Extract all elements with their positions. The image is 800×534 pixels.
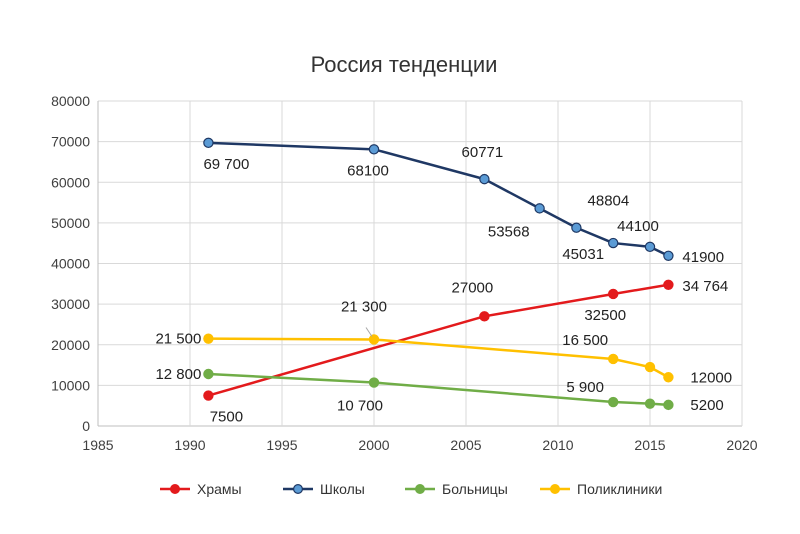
data-point <box>368 377 380 388</box>
legend-item: Храмы <box>160 481 242 497</box>
y-tick-label: 50000 <box>51 215 90 231</box>
data-point <box>571 222 582 233</box>
data-label: 27000 <box>452 279 494 296</box>
data-point <box>608 396 619 408</box>
data-label: 21 500 <box>155 331 201 348</box>
data-point <box>644 398 656 409</box>
grid <box>97 100 743 427</box>
legend-marker <box>170 484 181 495</box>
data-label: 53568 <box>488 223 530 240</box>
data-label: 21 300 <box>341 298 387 315</box>
data-label: 60771 <box>462 144 504 161</box>
data-label: 7500 <box>210 409 243 426</box>
data-point <box>644 241 656 253</box>
data-label: 68100 <box>347 162 389 179</box>
data-point <box>479 173 490 185</box>
data-point <box>608 288 619 300</box>
data-point <box>479 311 490 322</box>
y-tick-label: 10000 <box>51 377 90 393</box>
y-tick-label: 20000 <box>51 337 90 353</box>
data-point <box>663 250 674 261</box>
data-labels: 7500 27000 32500 34 764 69 700 68100 60771 5356… <box>155 144 732 425</box>
x-tick-label: 2015 <box>634 437 665 453</box>
data-label: 44100 <box>617 218 659 235</box>
data-label: 69 700 <box>203 156 249 173</box>
data-point <box>368 144 380 155</box>
y-tick-label: 60000 <box>51 174 90 190</box>
data-label: 5 900 <box>566 379 604 396</box>
chart-title: Россия тенденции <box>311 52 498 77</box>
data-point <box>608 237 619 249</box>
legend: Храмы Школы Больницы Поликлиники <box>160 481 662 497</box>
data-label: 10 700 <box>337 398 383 415</box>
legend-label: Школы <box>320 481 365 497</box>
legend-item: Поликлиники <box>540 481 662 497</box>
data-point <box>644 361 656 373</box>
data-point <box>203 390 214 401</box>
data-label: 16 500 <box>562 332 608 349</box>
x-tick-label: 1995 <box>266 437 297 453</box>
data-label: 32500 <box>584 307 626 324</box>
x-tick-label: 1985 <box>82 437 113 453</box>
data-point <box>203 368 214 380</box>
y-tick-label: 70000 <box>51 134 90 150</box>
y-tick-label: 30000 <box>51 296 90 312</box>
legend-marker <box>549 484 560 495</box>
series-line <box>208 283 669 397</box>
x-tick-label: 2000 <box>358 437 389 453</box>
data-point <box>203 137 214 149</box>
data-point <box>368 334 380 345</box>
data-point <box>534 203 545 214</box>
legend-label: Храмы <box>197 481 242 497</box>
legend-marker <box>415 484 426 495</box>
legend-marker <box>293 484 304 495</box>
data-label: 12000 <box>690 369 732 386</box>
data-label: 34 764 <box>682 278 728 295</box>
legend-item: Больницы <box>405 481 508 497</box>
data-label: 48804 <box>588 193 630 210</box>
x-tick-label: 2020 <box>726 437 757 453</box>
data-point <box>663 372 674 383</box>
data-label: 45031 <box>562 246 604 263</box>
data-label: 12 800 <box>155 366 201 383</box>
x-tick-label: 2005 <box>450 437 481 453</box>
leader-line <box>365 327 373 337</box>
legend-label: Больницы <box>442 481 508 497</box>
y-tick-label: 0 <box>82 418 90 434</box>
legend-label: Поликлиники <box>577 481 662 497</box>
data-label: 5200 <box>690 397 723 414</box>
axis-ticks: 0 10000 20000 30000 40000 50000 60000 70000 8000… <box>51 93 758 453</box>
data-point <box>203 333 214 344</box>
data-label: 41900 <box>682 249 724 266</box>
data-point <box>663 279 674 290</box>
data-point <box>663 399 674 411</box>
x-tick-label: 1990 <box>174 437 205 453</box>
y-tick-label: 80000 <box>51 93 90 109</box>
series-line <box>208 141 669 257</box>
series-layer <box>203 137 674 411</box>
legend-item: Школы <box>283 481 365 497</box>
data-point <box>608 353 619 365</box>
x-tick-label: 2010 <box>542 437 573 453</box>
y-tick-label: 40000 <box>51 256 90 272</box>
